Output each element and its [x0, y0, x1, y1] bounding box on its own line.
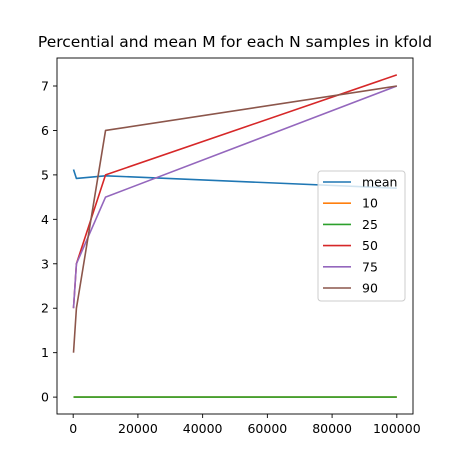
x-tick-label: 80000 — [312, 421, 352, 436]
chart-title: Percential and mean M for each N samples… — [38, 33, 432, 51]
y-tick-label: 4 — [41, 212, 49, 227]
x-tick-label: 60000 — [247, 421, 287, 436]
y-tick-label: 7 — [41, 79, 49, 94]
legend-label-10: 10 — [362, 196, 378, 211]
legend-label-50: 50 — [362, 238, 378, 253]
y-tick-label: 6 — [41, 123, 49, 138]
series-line-75 — [72, 85, 398, 309]
axes-frame — [56, 57, 414, 415]
x-tick-label: 20000 — [118, 421, 158, 436]
series-line-90 — [72, 85, 397, 353]
series-line-mean — [72, 169, 397, 190]
x-axis: 0 20000 40000 60000 80000 100000 — [69, 414, 421, 436]
legend-label-25: 25 — [362, 217, 378, 232]
legend-label-mean: mean — [362, 175, 397, 190]
y-axis: 0 1 2 3 4 5 6 7 — [41, 79, 57, 405]
plot-area — [56, 57, 414, 415]
y-tick-label: 0 — [41, 390, 49, 405]
y-tick-label: 5 — [41, 167, 49, 182]
y-tick-label: 1 — [41, 345, 49, 360]
y-tick-label: 2 — [41, 301, 49, 316]
y-tick-label: 3 — [41, 256, 49, 271]
legend: mean 10 25 50 75 90 — [317, 170, 406, 302]
legend-label-75: 75 — [362, 259, 378, 274]
x-tick-label: 100000 — [373, 421, 421, 436]
x-tick-label: 40000 — [183, 421, 223, 436]
series-layer — [72, 74, 398, 398]
x-tick-label: 0 — [69, 421, 77, 436]
legend-label-90: 90 — [362, 281, 378, 296]
